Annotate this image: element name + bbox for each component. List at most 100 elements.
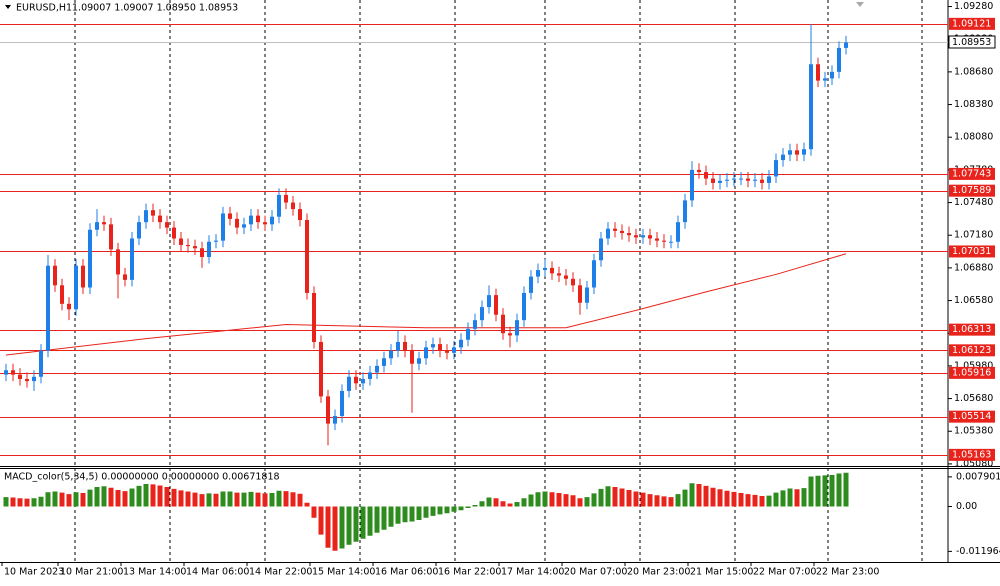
macd-bar xyxy=(157,485,163,507)
macd-bar xyxy=(59,492,65,507)
y-tick-label: 1.06580 xyxy=(954,295,993,306)
candle-body xyxy=(536,270,540,277)
macd-bar xyxy=(388,506,394,527)
candle-body xyxy=(235,218,239,228)
x-tick-label: 13 Mar 14:00 xyxy=(123,567,186,578)
level-label: 1.05163 xyxy=(952,449,991,460)
level-label-box xyxy=(949,448,995,461)
y-tick-label: 1.06880 xyxy=(954,262,993,273)
macd-bar xyxy=(31,498,37,507)
macd-bar xyxy=(304,502,310,507)
macd-bar xyxy=(689,483,695,507)
macd-bar xyxy=(717,489,723,507)
macd-bar xyxy=(108,487,114,507)
candle-body xyxy=(697,169,701,173)
macd-bar xyxy=(787,488,793,507)
candle-body xyxy=(655,238,659,241)
candle-body xyxy=(424,347,428,359)
candle-body xyxy=(543,267,547,271)
macd-bar xyxy=(493,498,499,507)
candle-body xyxy=(151,210,155,216)
level-label-box xyxy=(949,17,995,30)
macd-bar xyxy=(591,493,597,507)
level-label-box xyxy=(949,184,995,197)
macd-bar xyxy=(647,494,653,507)
level-label: 1.07743 xyxy=(952,168,991,179)
indicator-tick-label: -0.0119643 xyxy=(956,546,1000,557)
macd-bar xyxy=(353,506,359,542)
candle-body xyxy=(795,150,799,155)
candle-body xyxy=(480,307,484,321)
macd-bar xyxy=(150,484,156,507)
candle-body xyxy=(522,292,526,321)
candle-body xyxy=(39,350,43,377)
x-tick-label: 14 Mar 06:00 xyxy=(186,567,249,578)
candle-body xyxy=(256,215,260,223)
macd-bar xyxy=(80,493,86,507)
macd-bar xyxy=(66,494,72,507)
macd-bar xyxy=(115,490,121,507)
macd-bar xyxy=(136,485,142,507)
macd-bar xyxy=(290,492,296,507)
macd-bar xyxy=(143,484,149,507)
candle-body xyxy=(186,245,190,247)
macd-bar xyxy=(325,506,331,548)
candle-body xyxy=(130,238,134,280)
macd-bar xyxy=(829,475,835,507)
candle-body xyxy=(410,350,414,364)
macd-bar xyxy=(318,506,324,535)
x-tick-label: 21 Mar 15:00 xyxy=(690,567,753,578)
macd-bar xyxy=(486,497,492,507)
candle-body xyxy=(683,200,687,223)
indicator-tick-label: 0.00 xyxy=(956,501,977,512)
indicator-tick-label: 0.0079019 xyxy=(956,471,1000,482)
candle-body xyxy=(137,222,141,239)
candle-body xyxy=(382,358,386,366)
candle-body xyxy=(417,358,421,364)
candle-body xyxy=(578,285,582,303)
candle-body xyxy=(333,415,337,424)
macd-bar xyxy=(458,506,464,511)
macd-bar xyxy=(619,488,625,507)
candle-body xyxy=(620,230,624,234)
macd-bar xyxy=(815,475,821,507)
candle-body xyxy=(599,238,603,261)
candle-body xyxy=(368,372,372,379)
candle-body xyxy=(739,178,743,180)
candle-body xyxy=(802,149,806,155)
macd-bar xyxy=(570,495,576,507)
macd-bar xyxy=(696,484,702,507)
level-label-box xyxy=(949,323,995,336)
candle-body xyxy=(662,240,666,242)
level-label: 1.07031 xyxy=(952,246,991,257)
candle-body xyxy=(648,235,652,239)
candle-body xyxy=(767,176,771,183)
menu-arrow[interactable] xyxy=(5,5,11,9)
candle-body xyxy=(452,347,456,353)
macd-bar xyxy=(563,494,569,507)
candle-body xyxy=(606,228,610,239)
macd-bar xyxy=(129,488,135,507)
macd-bar xyxy=(248,491,254,507)
candle-body xyxy=(459,339,463,348)
candle-body xyxy=(228,213,232,219)
current-price-label: 1.08953 xyxy=(952,37,991,48)
macd-bar xyxy=(605,486,611,507)
macd-bar xyxy=(381,506,387,530)
candle-body xyxy=(515,320,519,336)
x-tick-label: 16 Mar 22:00 xyxy=(438,567,501,578)
candle-body xyxy=(557,273,561,276)
candle-body xyxy=(60,285,64,304)
candle-body xyxy=(319,341,323,397)
candle-body xyxy=(704,172,708,179)
candle-body xyxy=(158,215,162,223)
macd-bar xyxy=(500,501,506,507)
candle-body xyxy=(375,365,379,373)
candle-body xyxy=(788,150,792,155)
x-tick-label: 15 Mar 14:00 xyxy=(312,567,375,578)
level-label: 1.06123 xyxy=(952,345,991,356)
x-tick-label: 10 Mar 21:00 xyxy=(60,567,123,578)
candle-body xyxy=(837,47,841,72)
candle-body xyxy=(389,350,393,359)
